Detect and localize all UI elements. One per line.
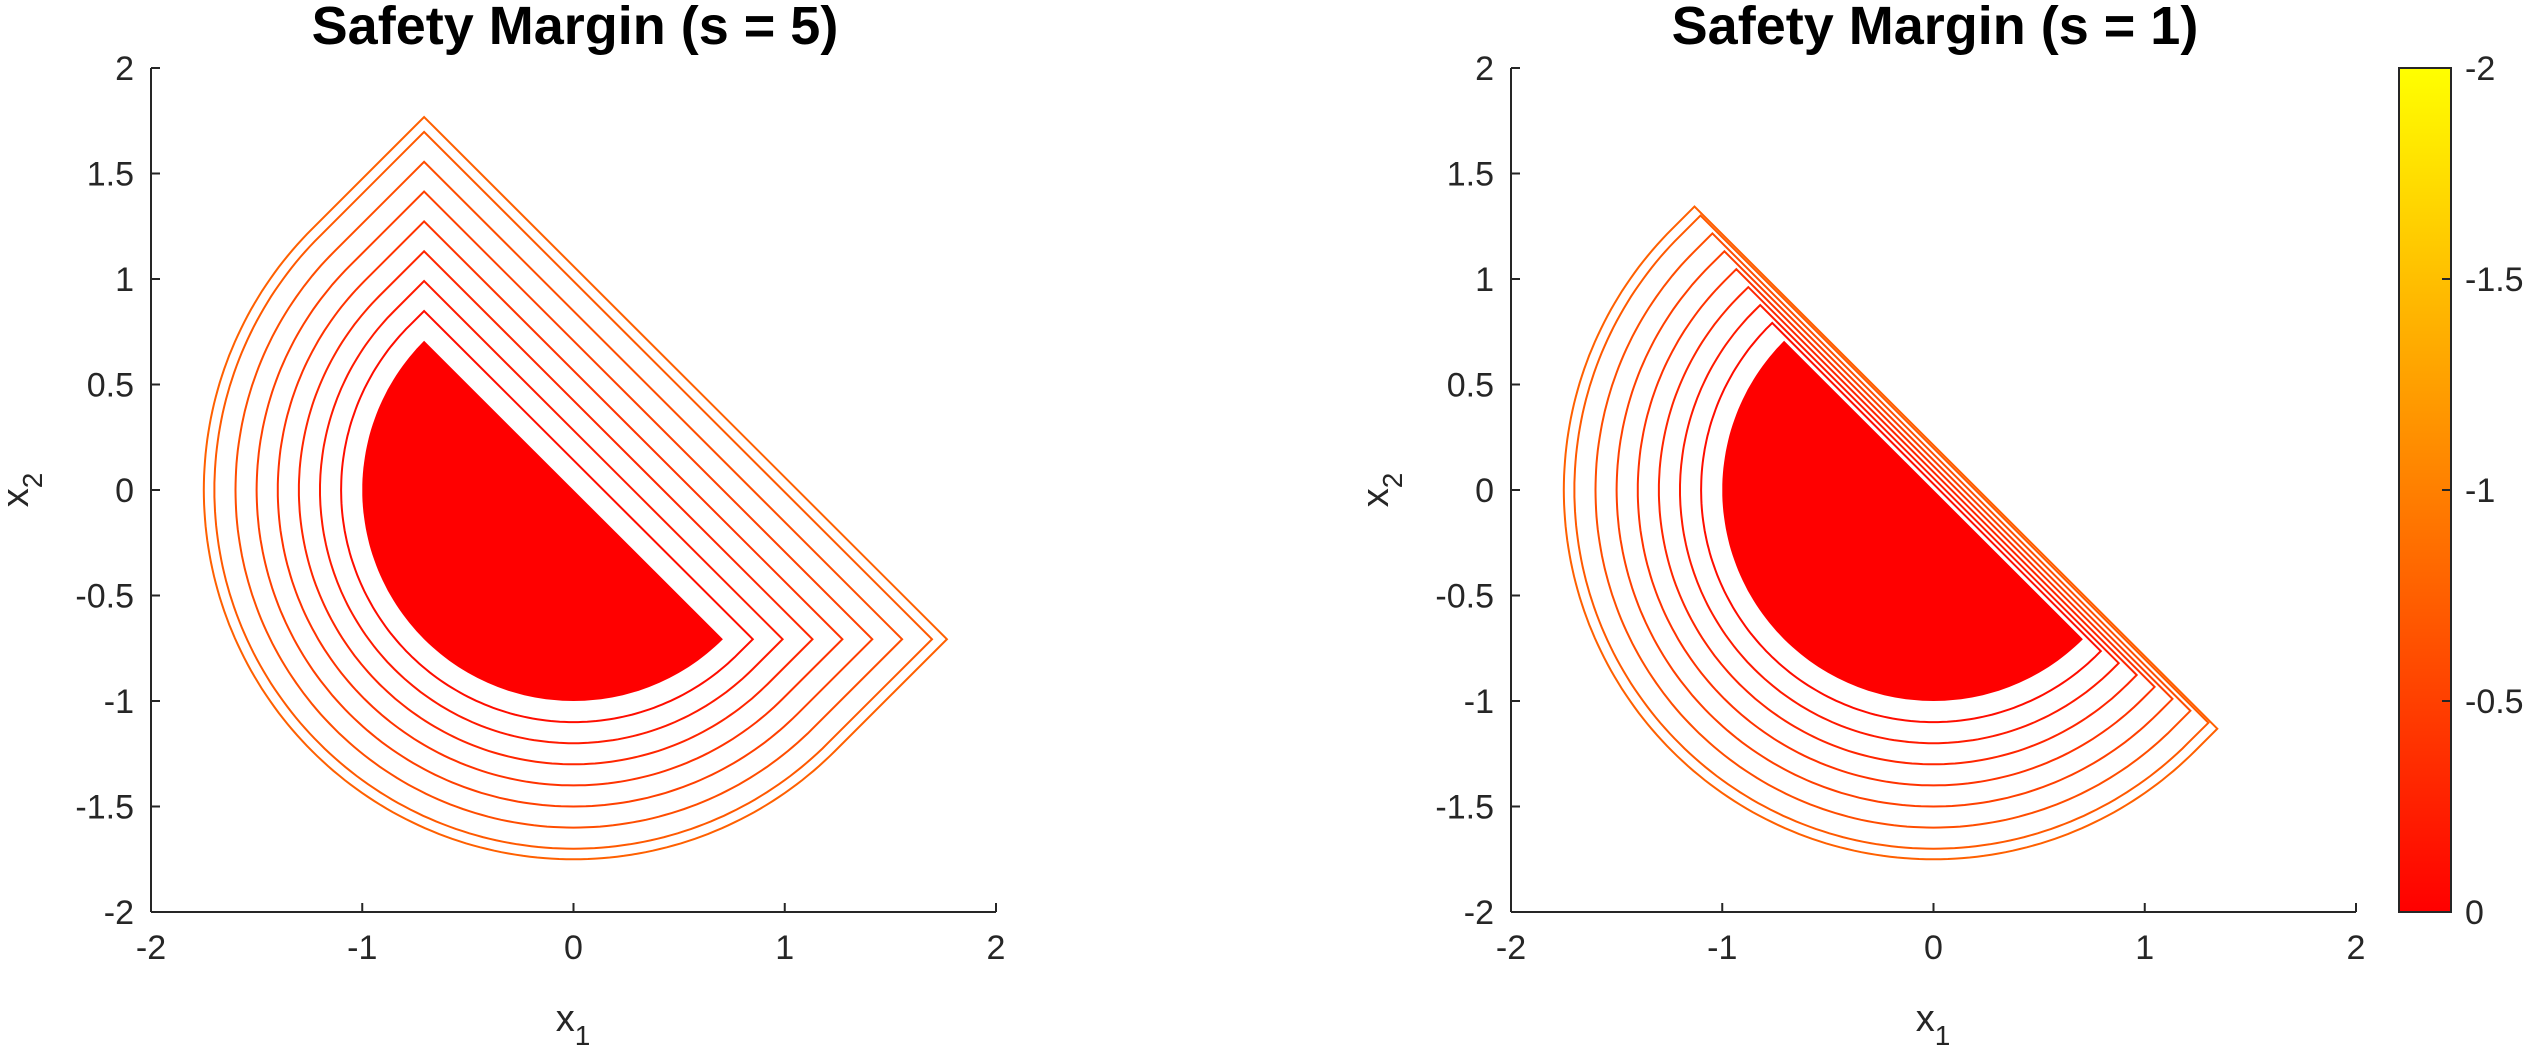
colorbar-tick-label: -1 bbox=[2465, 472, 2495, 510]
y-axis-label: x2 bbox=[1355, 473, 1408, 508]
contour-line bbox=[1615, 249, 2174, 808]
y-tick-label: -1 bbox=[104, 683, 134, 721]
x-tick-label: 2 bbox=[2347, 929, 2366, 967]
contour-line bbox=[1700, 321, 2103, 724]
y-axis-label: x2 bbox=[0, 473, 48, 508]
chart-s5: Safety Margin (s = 5) -2 -1 0 1 2 -2 -1.5 -1 -0… bbox=[0, 0, 1005, 1049]
x-tick-label: 1 bbox=[2135, 929, 2154, 967]
y-tick-label: -0.5 bbox=[1435, 578, 1494, 616]
contour-group bbox=[202, 115, 949, 861]
colorbar-tick-label: -0.5 bbox=[2465, 683, 2524, 721]
contour-line bbox=[1679, 303, 2121, 745]
x-tick-label: 2 bbox=[987, 929, 1006, 967]
y-tick-label: 1 bbox=[115, 261, 134, 299]
x-axis-label: x1 bbox=[556, 998, 591, 1049]
contour-line bbox=[1573, 214, 2210, 850]
contour-line bbox=[297, 249, 814, 766]
x-ticks: -2 -1 0 1 2 bbox=[1496, 903, 2366, 967]
x-tick-label: -1 bbox=[347, 929, 377, 967]
chart-s1: Safety Margin (s = 1) -2 -1 0 1 2 -2 -1.5 -1 -0… bbox=[1355, 0, 2365, 1049]
x-tick-label: 0 bbox=[564, 929, 583, 967]
x-tick-label: -1 bbox=[1707, 929, 1737, 967]
contour-line bbox=[319, 279, 785, 745]
x-tick-label: -2 bbox=[136, 929, 166, 967]
contour-line bbox=[255, 190, 874, 808]
y-tick-label: -1.5 bbox=[75, 789, 134, 827]
y-tick-label: -1.5 bbox=[1435, 789, 1494, 827]
contour-group bbox=[1562, 205, 2219, 861]
x-tick-label: 1 bbox=[775, 929, 794, 967]
x-tick-label: -2 bbox=[1496, 929, 1526, 967]
y-tick-label: 0 bbox=[1475, 472, 1494, 510]
contour-line bbox=[340, 309, 755, 724]
colorbar-tick-label: 0 bbox=[2465, 894, 2484, 932]
contour-line bbox=[213, 130, 934, 850]
contour-line bbox=[1594, 231, 2192, 829]
contour-line bbox=[1562, 205, 2219, 861]
x-tick-label: 0 bbox=[1924, 929, 1943, 967]
colorbar: -2 -1.5 -1 -0.5 0 bbox=[2398, 50, 2524, 932]
colorbar-ticks: -2 -1.5 -1 -0.5 0 bbox=[2442, 50, 2524, 932]
chart-title: Safety Margin (s = 5) bbox=[312, 0, 839, 56]
y-tick-label: 1 bbox=[1475, 261, 1494, 299]
obstacle-half-disk bbox=[1722, 340, 2083, 701]
obstacle-half-disk bbox=[362, 340, 723, 701]
contour-line bbox=[1636, 267, 2157, 787]
y-tick-label: -2 bbox=[104, 894, 134, 932]
x-axis-label: x1 bbox=[1916, 998, 1951, 1049]
contour-line bbox=[1657, 285, 2139, 766]
y-ticks: -2 -1.5 -1 -0.5 0 0.5 1 1.5 2 bbox=[1435, 50, 1520, 932]
chart-title: Safety Margin (s = 1) bbox=[1672, 0, 2199, 56]
colorbar-tick-label: -2 bbox=[2465, 50, 2495, 88]
colorbar-tick-label: -1.5 bbox=[2465, 261, 2524, 299]
y-tick-label: 1.5 bbox=[87, 156, 134, 194]
y-tick-label: -2 bbox=[1464, 894, 1494, 932]
y-ticks: -2 -1.5 -1 -0.5 0 0.5 1 1.5 2 bbox=[75, 50, 160, 932]
contour-line bbox=[276, 219, 844, 787]
y-tick-label: 2 bbox=[1475, 50, 1494, 88]
y-tick-label: -0.5 bbox=[75, 578, 134, 616]
y-tick-label: 0.5 bbox=[87, 367, 134, 405]
contour-line bbox=[234, 160, 904, 829]
y-tick-label: 2 bbox=[115, 50, 134, 88]
y-tick-label: 0.5 bbox=[1447, 367, 1494, 405]
contour-line bbox=[202, 115, 949, 861]
y-tick-label: 0 bbox=[115, 472, 134, 510]
y-tick-label: 1.5 bbox=[1447, 156, 1494, 194]
y-tick-label: -1 bbox=[1464, 683, 1494, 721]
x-ticks: -2 -1 0 1 2 bbox=[136, 903, 1006, 967]
